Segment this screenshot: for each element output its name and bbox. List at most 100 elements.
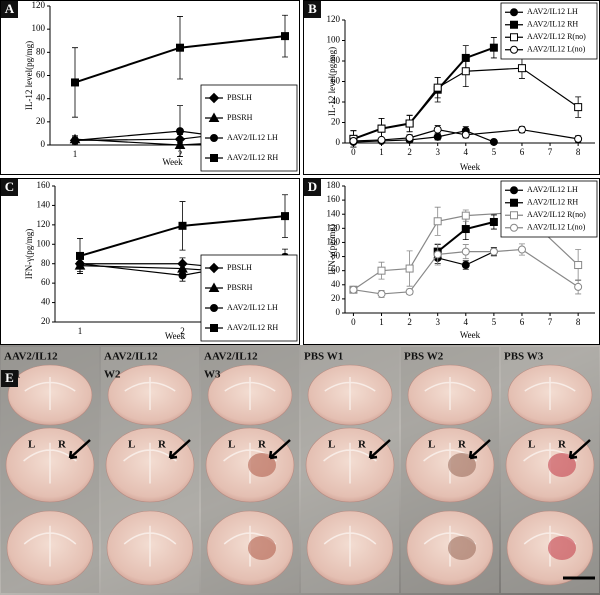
y-axis-label: IL-12 level(pg/mg) (327, 47, 337, 116)
y-tick-label: 20 (331, 293, 341, 303)
y-tick-label: 120 (327, 14, 341, 24)
y-tick-label: 60 (41, 277, 51, 287)
marker (210, 304, 218, 312)
marker (178, 221, 187, 230)
brain-structure (124, 377, 176, 410)
panel-letter: E (5, 370, 14, 385)
legend-label: PBSLH (227, 93, 252, 102)
marker (178, 271, 187, 280)
brain-structure (123, 525, 177, 567)
y-tick-label: 60 (36, 70, 46, 80)
legend-label: PBSLH (227, 263, 252, 272)
arrow (468, 439, 491, 460)
x-axis-label: Week (162, 157, 183, 167)
y-tick-label: 120 (32, 0, 46, 10)
legend-label: AAV2/IL12 LH (527, 7, 578, 16)
marker (210, 154, 218, 162)
marker (510, 20, 518, 29)
legend-label: PBSRH (227, 113, 253, 122)
panel-letter-box (1, 1, 18, 18)
y-tick-label: 80 (331, 55, 341, 65)
panel-letter-box (1, 370, 18, 387)
y-tick-label: 80 (331, 251, 341, 261)
x-tick-label: 4 (464, 147, 469, 157)
marker (208, 112, 220, 122)
legend-label: AAV2/IL12 R(no) (527, 32, 586, 41)
photo-column-label: PBS W2 (404, 351, 444, 363)
marker (489, 247, 498, 256)
panel-letter-box (304, 1, 321, 18)
marker (461, 130, 470, 139)
legend: PBSLH PBSRH AAV2/IL12 LH AAV2/IL12 RH (200, 254, 298, 342)
legend-label: AAV2/IL12 R(no) (527, 210, 586, 219)
marker (461, 211, 470, 220)
marker (489, 43, 498, 52)
side-label: R (458, 439, 467, 451)
legend: AAV2/IL12 LH AAV2/IL12 RH AAV2/IL12 R(no) A… (500, 180, 598, 238)
y-tick-label: 40 (36, 93, 46, 103)
marker (76, 251, 84, 260)
y-tick-label: 0 (41, 139, 46, 149)
side-label: L (128, 439, 135, 451)
series-line (353, 130, 495, 143)
marker (281, 212, 289, 221)
marker (517, 245, 526, 254)
x-tick-label: 0 (351, 317, 356, 327)
marker (461, 225, 470, 234)
side-label: R (58, 439, 67, 451)
legend-label: AAV2/IL12 RH (227, 323, 278, 332)
arrow (568, 439, 591, 460)
marker (433, 217, 442, 226)
x-tick-label: 1 (379, 147, 384, 157)
y-tick-label: 100 (37, 238, 51, 248)
marker (510, 45, 518, 54)
legend-label: AAV2/IL12 RH (227, 153, 278, 162)
x-axis-label: Week (460, 330, 481, 340)
side-label: L (28, 439, 35, 451)
marker (510, 211, 518, 220)
legend-label: PBSRH (227, 283, 253, 292)
panel-frame (0, 178, 300, 345)
photo-column-label: AAV2/IL12 (104, 351, 158, 363)
side-label: R (558, 439, 567, 451)
brain-structure (324, 377, 376, 410)
x-tick-label: 1 (379, 317, 384, 327)
panel-letter-box (304, 179, 321, 196)
series-line (353, 46, 495, 140)
marker (433, 250, 442, 259)
x-tick-label: 7 (548, 147, 553, 157)
x-tick-label: 1 (78, 326, 83, 336)
side-label: L (428, 439, 435, 451)
side-label: L (528, 439, 535, 451)
marker (574, 282, 583, 291)
marker (489, 137, 498, 146)
photo-panel: AAV2/IL12W1LRAAV2/IL12W2LRAAV2/IL12W3LRP… (1, 347, 599, 593)
lesion (248, 453, 276, 477)
y-tick-label: 180 (327, 180, 341, 190)
marker (208, 262, 220, 274)
x-tick-label: 3 (435, 147, 440, 157)
marker (461, 247, 470, 256)
marker (517, 125, 526, 134)
y-tick-label: 40 (41, 297, 51, 307)
brain-structure (524, 377, 576, 410)
x-tick-label: 1 (73, 149, 78, 159)
arrow (268, 439, 291, 460)
photo-column-label: W3 (204, 369, 221, 381)
marker (405, 119, 414, 128)
arrow (68, 439, 91, 460)
panel-letter: B (308, 1, 317, 16)
marker (510, 223, 518, 232)
marker (71, 136, 79, 145)
legend: PBSLH PBSRH AAV2/IL12 LH AAV2/IL12 RH (200, 84, 298, 172)
y-tick-label: 120 (37, 219, 51, 229)
lesion (248, 536, 276, 560)
lesion (548, 453, 576, 477)
photo-column-label: AAV2/IL12 (204, 351, 258, 363)
legend-label: AAV2/IL12 L(no) (527, 45, 586, 54)
x-tick-label: 6 (520, 147, 525, 157)
lesion (448, 453, 476, 477)
brain-structure (23, 525, 77, 567)
side-label: L (328, 439, 335, 451)
